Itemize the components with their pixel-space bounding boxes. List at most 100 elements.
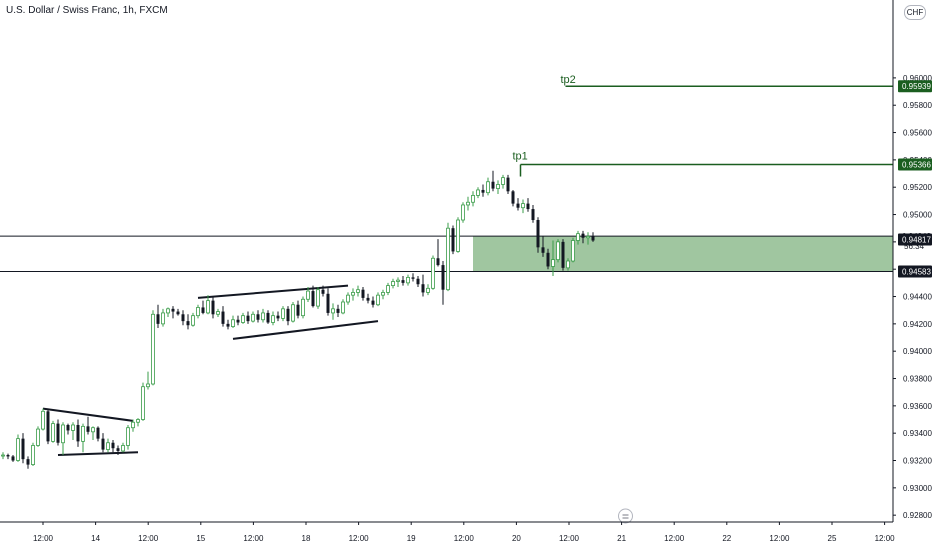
candle-body <box>126 427 130 446</box>
candle-body <box>471 195 475 203</box>
candle-body <box>401 280 405 283</box>
candle-body <box>216 311 220 315</box>
x-tick-label: 20 <box>512 534 521 543</box>
candle-body <box>486 181 490 194</box>
candle-body <box>276 315 280 319</box>
candle-body <box>461 204 465 221</box>
candle-body <box>436 258 440 266</box>
candle-body <box>491 181 495 189</box>
candle-body <box>351 292 355 296</box>
y-tick-label: 0.95600 <box>903 129 932 138</box>
candle-body <box>526 203 530 210</box>
x-tick-label: 25 <box>828 534 837 543</box>
candle-body <box>431 257 435 289</box>
y-tick-label: 0.92800 <box>903 511 932 520</box>
y-tick-label: 0.95200 <box>903 183 932 192</box>
candle-body <box>296 304 300 316</box>
candle-body <box>406 276 410 284</box>
currency-badge[interactable]: CHF <box>904 5 926 20</box>
candle-body <box>501 177 505 185</box>
candle-body <box>261 312 265 321</box>
candle-body <box>61 424 65 444</box>
flag-upper-trendline <box>42 407 134 422</box>
candle-body <box>396 279 400 282</box>
candle-body <box>281 308 285 319</box>
x-tick-label: 22 <box>722 534 731 543</box>
candle-body <box>421 284 425 293</box>
candle-body <box>411 277 415 279</box>
candle-body <box>66 424 70 431</box>
candle-body <box>171 308 175 312</box>
candle-body <box>81 425 85 442</box>
x-tick-label: 12:00 <box>33 534 54 543</box>
candle-body <box>341 301 345 314</box>
candle-body <box>76 424 80 442</box>
candle-body <box>531 209 535 221</box>
candle-body <box>201 307 205 313</box>
candle-body <box>196 307 200 317</box>
candle-body <box>251 313 255 322</box>
candle-body <box>46 411 50 442</box>
candle-body <box>26 459 30 465</box>
y-tick-label: 0.93600 <box>903 402 932 411</box>
candle-body <box>151 313 155 385</box>
y-tick-label: 0.93000 <box>903 484 932 493</box>
current-price-tag-text: 0.94817 <box>902 236 931 245</box>
candle-body <box>256 314 260 320</box>
candle-body <box>221 311 225 324</box>
y-tick-label: 0.93800 <box>903 375 932 384</box>
candle-body <box>316 289 320 307</box>
candle-body <box>356 289 360 293</box>
tp2-price-tag-text: 0.95939 <box>902 82 931 91</box>
y-tick-label: 0.94400 <box>903 293 932 302</box>
y-tick-label: 0.95000 <box>903 211 932 220</box>
candle-body <box>11 456 15 461</box>
timer-icon <box>618 508 633 524</box>
candle-body <box>386 285 390 293</box>
candle-body <box>166 308 170 314</box>
candle-body <box>31 445 35 466</box>
x-tick-label: 18 <box>302 534 311 543</box>
candle-body <box>191 315 195 326</box>
demand-zone-group <box>473 236 893 272</box>
candle-body <box>426 287 430 293</box>
candle-body <box>301 298 305 317</box>
x-tick-label: 12:00 <box>559 534 580 543</box>
candle-body <box>586 236 590 239</box>
x-tick-label: 21 <box>617 534 626 543</box>
candle-body <box>141 386 145 420</box>
candle-body <box>566 260 570 269</box>
candle-body <box>6 455 10 457</box>
candle-body <box>206 300 210 314</box>
candle-body <box>336 308 340 313</box>
y-tick-label: 0.94000 <box>903 347 932 356</box>
candle-body <box>556 241 560 261</box>
candle-body <box>536 220 540 248</box>
chart-title: U.S. Dollar / Swiss Franc, 1h, FXCM <box>6 5 168 16</box>
candle-body <box>581 233 585 238</box>
tp1-price-tag-text: 0.95366 <box>902 161 931 170</box>
candle-body <box>451 228 455 252</box>
candle-body <box>111 442 115 449</box>
candle-body <box>161 312 165 325</box>
candle-body <box>496 184 500 189</box>
candle-body <box>291 304 295 322</box>
candle-body <box>116 448 120 451</box>
candle-body <box>101 438 105 450</box>
x-tick-label: 12:00 <box>875 534 896 543</box>
candle-body <box>416 278 420 285</box>
candle-body <box>306 290 310 300</box>
candle-body <box>371 300 375 305</box>
candle-body <box>96 427 100 439</box>
candle-body <box>361 289 365 298</box>
candle-body <box>1 454 5 457</box>
tp1-label: tp1 <box>513 151 528 163</box>
candle-body <box>121 445 125 452</box>
candle-body <box>241 315 245 323</box>
candle-body <box>186 321 190 326</box>
candle-body <box>156 314 160 324</box>
candle-body <box>456 219 460 252</box>
candle-body <box>231 319 235 327</box>
candle-body <box>441 265 445 290</box>
